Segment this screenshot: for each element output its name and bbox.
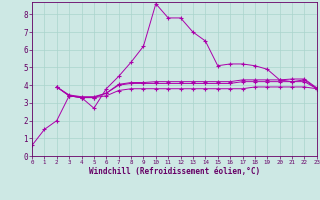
X-axis label: Windchill (Refroidissement éolien,°C): Windchill (Refroidissement éolien,°C) [89,167,260,176]
